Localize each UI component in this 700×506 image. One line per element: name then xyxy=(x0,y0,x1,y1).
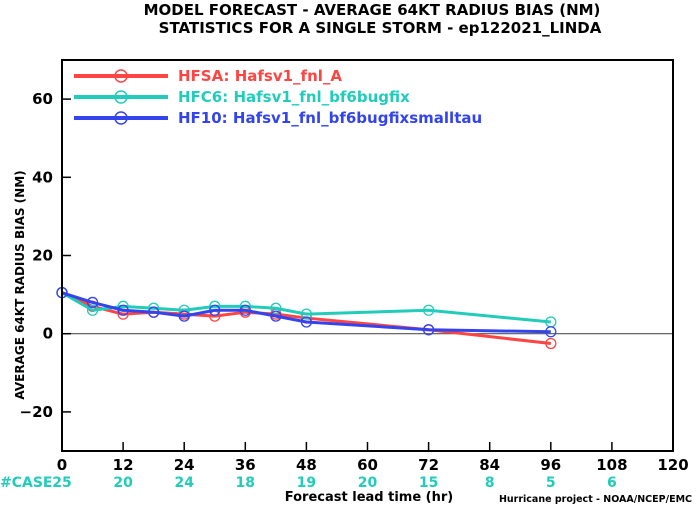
x-tick-label: 60 xyxy=(357,456,378,474)
x-tick-label: 72 xyxy=(418,456,439,474)
case-count: 15 xyxy=(419,475,438,491)
x-tick-label: 48 xyxy=(296,456,317,474)
case-count: 25 xyxy=(52,475,71,491)
data-point xyxy=(270,310,282,322)
data-point xyxy=(545,326,557,338)
legend-label: HFC6: Hafsv1_fnl_bf6bugfix xyxy=(178,88,410,106)
case-count: 6 xyxy=(607,475,617,491)
y-tick-label: 20 xyxy=(32,247,53,265)
x-tick-label: 96 xyxy=(540,456,561,474)
x-tick-label: 108 xyxy=(596,456,627,474)
data-point xyxy=(239,304,251,316)
data-point xyxy=(545,337,557,350)
x-tick-label: 0 xyxy=(57,456,67,474)
series-1 xyxy=(56,286,557,350)
case-count: 20 xyxy=(113,475,133,491)
series-line xyxy=(61,291,551,345)
case-label: #CASE xyxy=(0,475,53,491)
data-point xyxy=(209,304,221,316)
x-tick-label: 36 xyxy=(235,456,256,474)
case-count: 8 xyxy=(485,475,495,491)
data-point xyxy=(178,310,190,322)
legend-marker xyxy=(114,90,128,104)
chart-subtitle: STATISTICS FOR A SINGLE STORM - ep122021… xyxy=(159,19,602,37)
y-tick-label: 40 xyxy=(32,168,53,186)
case-count: 5 xyxy=(546,475,556,491)
case-count: 18 xyxy=(236,475,255,491)
data-point xyxy=(270,302,282,314)
case-count: 24 xyxy=(174,475,194,491)
x-tick-label: 120 xyxy=(657,456,688,474)
legend-marker xyxy=(114,69,128,83)
x-tick-label: 84 xyxy=(479,456,500,474)
data-point xyxy=(300,308,313,320)
x-tick-label: 12 xyxy=(113,456,134,474)
legend-label: HFSA: Hafsv1_fnl_A xyxy=(178,67,342,85)
legend-marker xyxy=(114,111,128,125)
x-tick-label: 24 xyxy=(174,456,195,474)
data-point xyxy=(86,304,99,316)
case-count: 20 xyxy=(358,475,378,491)
data-point xyxy=(117,304,129,316)
case-count: 19 xyxy=(297,475,316,491)
x-axis-label: Forecast lead time (hr) xyxy=(285,490,453,505)
data-point xyxy=(86,296,99,309)
y-tick-label: 0 xyxy=(43,325,53,343)
data-point xyxy=(147,306,160,318)
data-point xyxy=(422,324,435,336)
series-line xyxy=(61,291,551,334)
legend-label: HF10: Hafsv1_fnl_bf6bugfixsmalltau xyxy=(178,109,482,127)
credit-text: Hurricane project - NOAA/NCEP/EMC xyxy=(499,494,692,505)
data-point xyxy=(422,304,435,316)
series-3 xyxy=(56,286,557,338)
y-axis-label: AVERAGE 64KT RADIUS BIAS (NM) xyxy=(13,170,27,399)
y-tick-label: −20 xyxy=(20,403,53,421)
chart-title: MODEL FORECAST - AVERAGE 64KT RADIUS BIA… xyxy=(144,1,601,19)
data-point xyxy=(300,316,313,328)
y-tick-label: 60 xyxy=(32,90,53,108)
